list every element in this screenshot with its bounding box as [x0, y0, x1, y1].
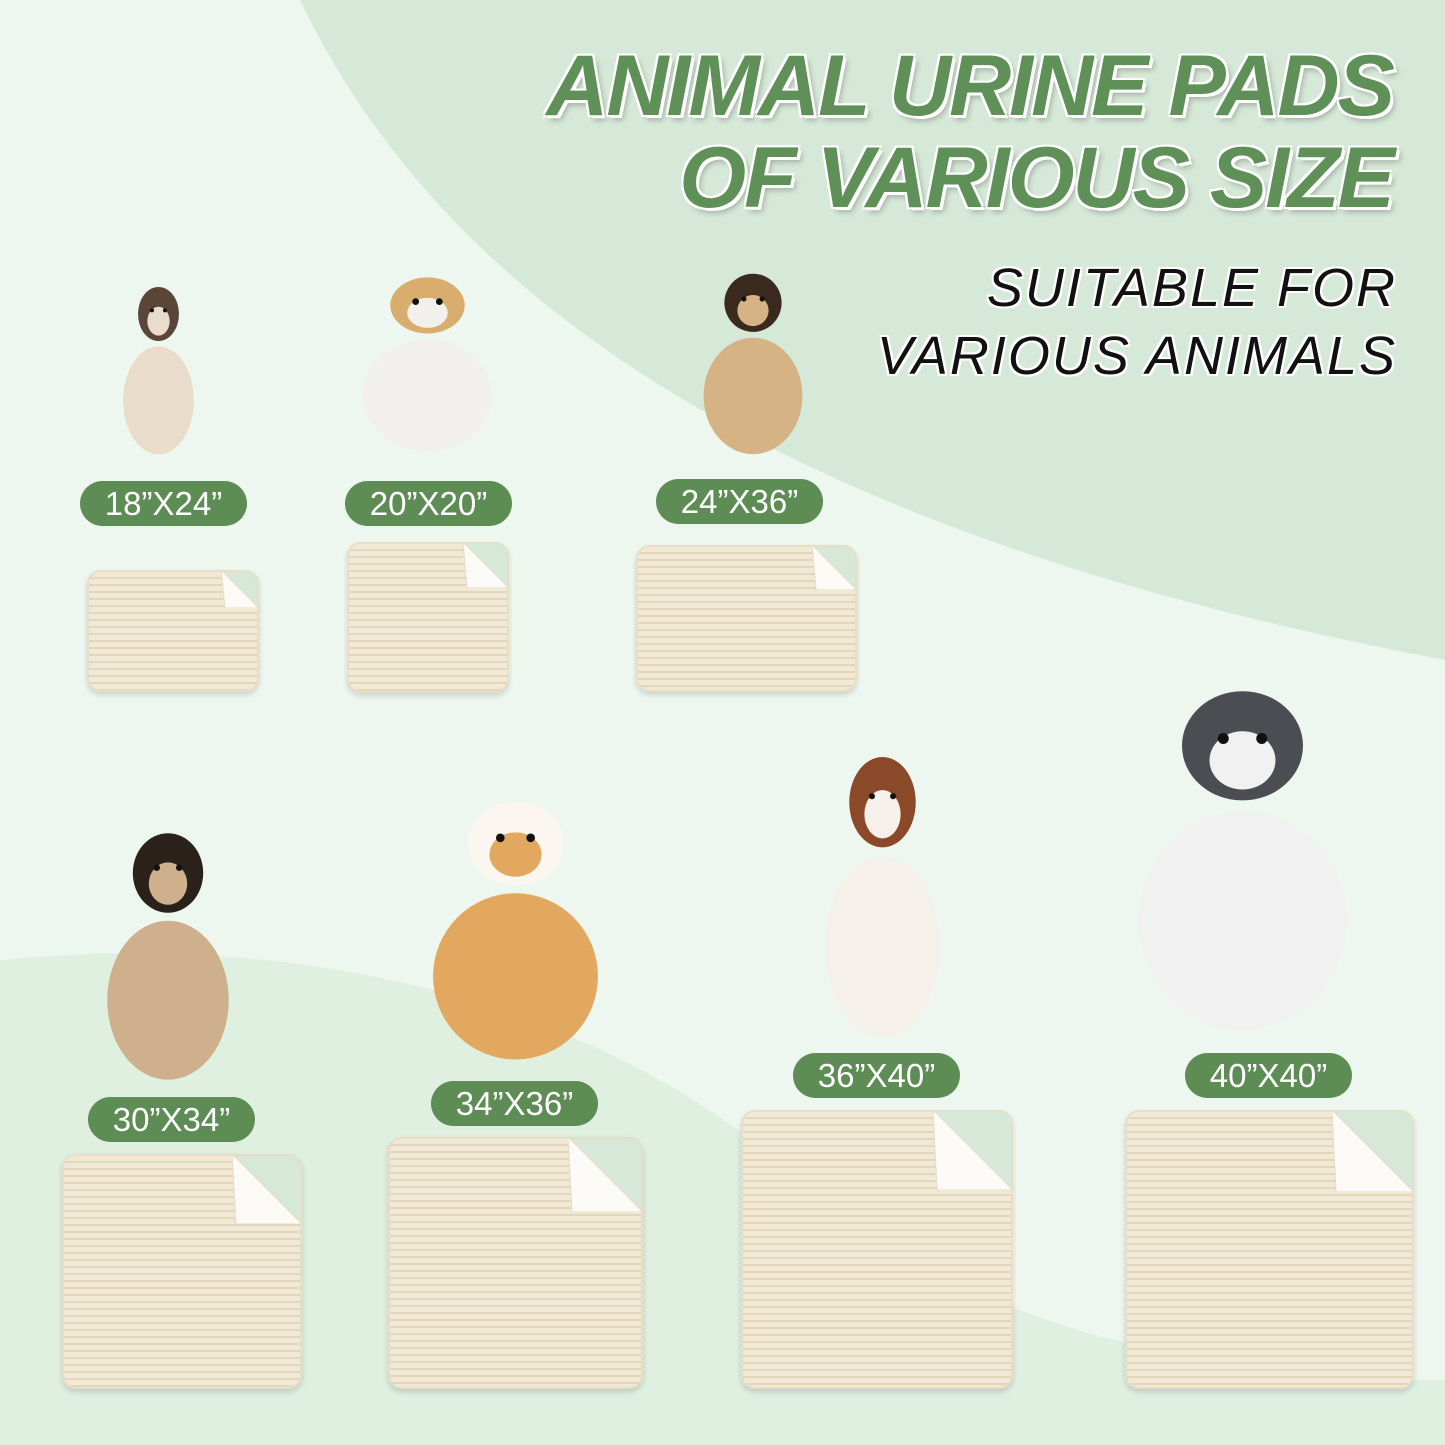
folded-corner [1332, 1112, 1412, 1192]
size-label: 34”X36” [431, 1081, 598, 1126]
headline-line-2: OF VARIOUS SIZE [679, 130, 1395, 226]
pug-image [88, 820, 248, 1085]
cat-and-puppy-image [343, 268, 512, 455]
urine-pad-image [347, 542, 509, 693]
size-label: 20”X20” [345, 481, 512, 526]
husky-image [1105, 673, 1380, 1037]
headline-line-1: ANIMAL URINE PADS [546, 38, 1395, 134]
subheadline-line-2: VARIOUS ANIMALS [876, 326, 1397, 386]
australian-shepherd-image [807, 742, 958, 1043]
subheadline: SUITABLE FOR VARIOUS ANIMALS [877, 254, 1397, 390]
size-label: 30”X34” [88, 1097, 255, 1142]
folded-corner [812, 547, 855, 590]
urine-pad-image [741, 1110, 1013, 1389]
tan-dog-image [688, 264, 818, 458]
siamese-cat-image [112, 278, 205, 458]
folded-corner [463, 544, 507, 588]
urine-pad-image [62, 1154, 302, 1389]
headline: ANIMAL URINE PADS OF VARIOUS SIZE [546, 38, 1395, 226]
size-label: 18”X24” [80, 481, 247, 526]
size-label: 40”X40” [1185, 1053, 1352, 1098]
folded-corner [568, 1139, 641, 1212]
urine-pad-image [388, 1137, 643, 1389]
corgi-image [407, 788, 624, 1065]
urine-pad-image [1125, 1110, 1414, 1389]
size-label: 24”X36” [656, 479, 823, 524]
urine-pad-image [87, 570, 259, 692]
folded-corner [221, 572, 257, 608]
urine-pad-image [636, 545, 857, 692]
folded-corner [933, 1112, 1011, 1190]
subheadline-line-1: SUITABLE FOR [986, 258, 1397, 318]
folded-corner [232, 1156, 300, 1224]
size-label: 36”X40” [793, 1053, 960, 1098]
